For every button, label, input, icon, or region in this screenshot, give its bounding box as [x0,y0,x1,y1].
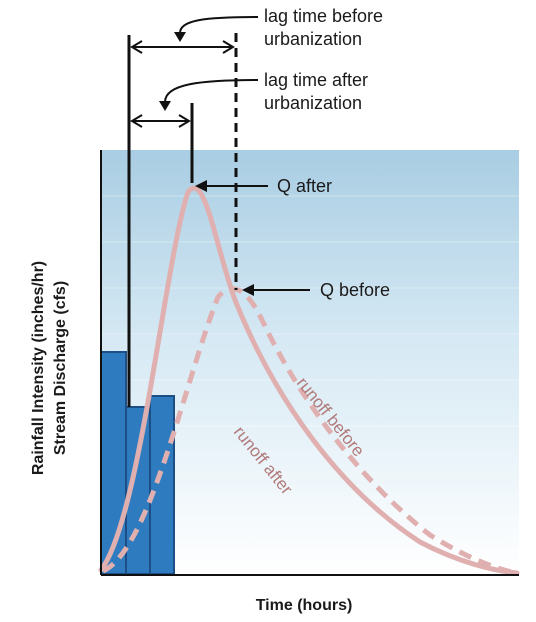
x-axis-title: Time (hours) [256,597,353,614]
lag-after-pointer [164,79,259,103]
rainfall-bars [100,351,175,575]
q-before-label: Q before [320,280,390,300]
lag-before-label-line1: lag time before [264,6,383,26]
lag-before-arrow [130,40,235,54]
lag-before-pointer [179,16,259,34]
lag-after-pointer-head [159,101,171,111]
y-axis-title-line1: Rainfall Intensity (inches/hr) [30,261,47,475]
runoff-before-curve [101,286,518,576]
rain-bar-1 [100,351,127,575]
y-axis-title-line2: Stream Discharge (cfs) [52,281,69,455]
lag-after-label-line1: lag time after [264,70,368,90]
q-before-arrow-head [242,284,254,296]
lag-after-arrow [130,114,191,128]
lag-before-pointer-head [174,32,186,42]
q-after-arrow-head [195,180,207,192]
lag-after-label-line2: urbanization [264,93,362,113]
rain-bar-3 [149,395,175,575]
q-after-label: Q after [277,176,332,196]
lag-before-label-line2: urbanization [264,29,362,49]
